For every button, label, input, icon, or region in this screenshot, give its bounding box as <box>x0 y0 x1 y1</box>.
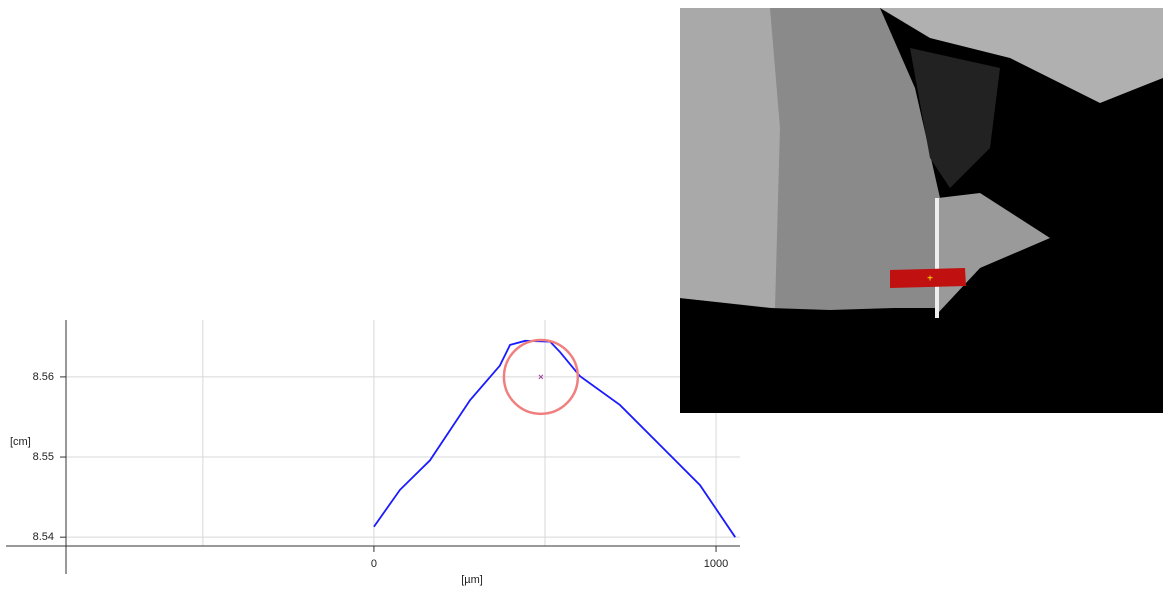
image-surface <box>938 193 1050 313</box>
x-axis-label: [µm] <box>461 574 483 586</box>
measure-region <box>890 268 966 288</box>
image-shadow <box>910 48 1000 188</box>
y-tick-label: 8.55 <box>33 451 54 463</box>
y-axis-label: [cm] <box>10 436 31 448</box>
y-tick-label: 8.54 <box>33 531 54 543</box>
x-tick-label: 1000 <box>704 558 728 570</box>
image-surface <box>680 8 780 308</box>
y-tick-label: 8.56 <box>33 371 54 383</box>
marker: + <box>927 274 933 285</box>
x-tick-label: 0 <box>371 558 377 570</box>
image-surface <box>880 8 1163 103</box>
circle-center <box>538 374 544 380</box>
fit-circle <box>502 338 580 416</box>
microscope-image: + <box>680 8 1163 413</box>
